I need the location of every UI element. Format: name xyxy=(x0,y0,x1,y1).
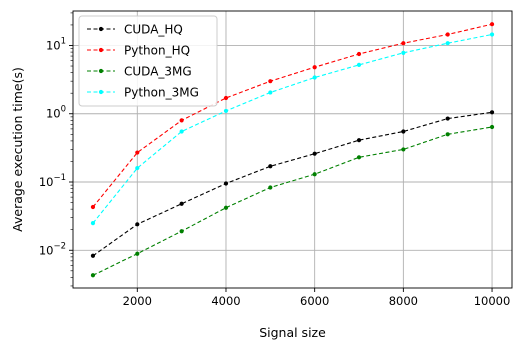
data-point xyxy=(223,108,229,114)
data-point xyxy=(312,75,317,80)
data-point xyxy=(179,129,184,134)
legend-marker xyxy=(98,89,104,95)
y-axis: 10−2 10−1 100 101 xyxy=(39,36,73,257)
series-group xyxy=(90,22,495,278)
x-tick-label: 8000 xyxy=(389,294,418,308)
data-point xyxy=(268,90,273,95)
data-point xyxy=(401,129,406,134)
data-point xyxy=(268,185,273,190)
series-line xyxy=(92,33,493,224)
data-point xyxy=(356,155,362,160)
data-point xyxy=(401,50,406,55)
series-line xyxy=(92,126,493,276)
x-tick-label: 4000 xyxy=(211,294,240,308)
series-python-hq xyxy=(90,22,495,210)
legend-marker xyxy=(98,26,104,32)
legend-label: CUDA_3MG xyxy=(124,65,192,79)
x-axis: 2000 4000 6000 8000 10000 xyxy=(123,288,511,308)
legend-marker xyxy=(98,47,104,53)
data-point xyxy=(312,172,317,177)
data-point xyxy=(135,251,140,256)
y-tick-label: 10−1 xyxy=(39,173,66,189)
data-point xyxy=(445,32,450,37)
x-axis-label: Signal size xyxy=(259,325,326,340)
data-point xyxy=(401,41,406,46)
data-point xyxy=(90,204,96,210)
data-point xyxy=(179,118,184,123)
data-point xyxy=(312,151,317,156)
legend-item: Python_HQ xyxy=(87,44,190,58)
legend-item: CUDA_HQ xyxy=(87,23,183,37)
data-point xyxy=(90,273,96,278)
data-point xyxy=(268,164,273,169)
data-point xyxy=(223,95,229,101)
x-tick-label: 10000 xyxy=(474,294,511,308)
legend-label: Python_3MG xyxy=(124,86,199,100)
data-point xyxy=(223,205,229,210)
data-point xyxy=(135,150,140,155)
data-point xyxy=(268,79,273,84)
data-point xyxy=(223,181,229,186)
data-point xyxy=(135,165,140,171)
data-point xyxy=(90,220,96,226)
legend-item: Python_3MG xyxy=(87,86,199,100)
legend-box xyxy=(78,15,218,107)
legend-label: Python_HQ xyxy=(124,44,190,58)
data-point xyxy=(356,62,362,67)
series-line xyxy=(92,23,493,208)
data-point xyxy=(356,138,362,143)
plot-frame xyxy=(72,10,513,289)
data-point xyxy=(445,132,450,137)
legend: CUDA_HQ Python_HQ CUDA_3MG Python_3MG xyxy=(78,15,218,107)
y-axis-label: Average execution time(s) xyxy=(10,67,25,232)
series-python-3mg xyxy=(90,32,495,226)
series-cuda-hq xyxy=(90,110,495,258)
data-point xyxy=(489,110,495,115)
data-point xyxy=(179,201,184,206)
data-point xyxy=(445,116,450,121)
legend-marker xyxy=(98,68,104,74)
data-point xyxy=(489,22,495,27)
series-line xyxy=(92,111,493,257)
series-cuda-3mg xyxy=(90,124,495,278)
legend-item: CUDA_3MG xyxy=(87,65,192,79)
y-tick-label: 101 xyxy=(46,36,66,52)
data-point xyxy=(135,222,140,227)
data-point xyxy=(356,51,362,57)
data-point xyxy=(445,41,450,46)
y-tick-label: 10−2 xyxy=(39,241,66,257)
x-tick-label: 6000 xyxy=(300,294,329,308)
data-point xyxy=(90,253,96,258)
data-point xyxy=(489,32,495,37)
x-tick-label: 2000 xyxy=(123,294,152,308)
data-point xyxy=(489,124,495,130)
legend-label: CUDA_HQ xyxy=(124,23,183,37)
data-point xyxy=(312,65,317,70)
data-point xyxy=(179,229,184,234)
data-point xyxy=(401,147,406,152)
y-tick-label: 100 xyxy=(46,105,66,121)
